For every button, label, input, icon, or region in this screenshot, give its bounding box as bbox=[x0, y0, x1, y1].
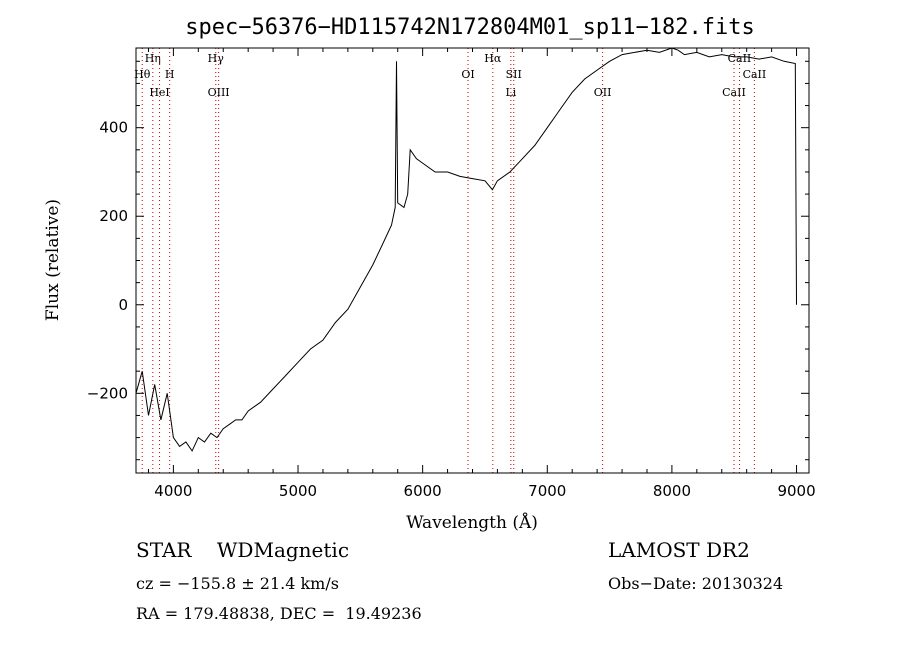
spectral-line-label: OI bbox=[461, 68, 474, 81]
spectrum-line bbox=[135, 47, 797, 452]
x-axis-label: Wavelength (Å) bbox=[406, 512, 538, 533]
redshift-text: cz = −155.8 ± 21.4 km/s bbox=[136, 574, 339, 593]
spectral-line-label: Hθ bbox=[134, 68, 151, 81]
obs-date: Obs−Date: 20130324 bbox=[608, 574, 784, 593]
y-tick-label: 200 bbox=[99, 207, 128, 225]
x-tick-label: 9000 bbox=[777, 482, 815, 500]
x-tick-label: 8000 bbox=[653, 482, 691, 500]
x-tick-label: 5000 bbox=[279, 482, 317, 500]
spectral-line-label: OII bbox=[594, 86, 612, 99]
survey-name: LAMOST DR2 bbox=[608, 538, 750, 562]
plot-frame bbox=[135, 47, 810, 474]
spectral-line-label: CaII bbox=[728, 52, 752, 65]
spectral-line-label: CaII bbox=[722, 86, 746, 99]
x-tick-label: 4000 bbox=[154, 482, 192, 500]
spectral-line-label: Hγ bbox=[208, 52, 225, 65]
spectral-line-label: OIII bbox=[208, 86, 230, 99]
x-tick-label: 7000 bbox=[528, 482, 566, 500]
spectral-line-label: CaII bbox=[743, 68, 767, 81]
x-tick-label: 6000 bbox=[404, 482, 442, 500]
y-tick-label: 0 bbox=[118, 296, 128, 314]
y-tick-label: −200 bbox=[87, 384, 128, 402]
axis-ticks: 4000 5000 6000 7000 8000 9000 −200 0 200 400 bbox=[87, 48, 816, 500]
spectral-line-markers: Hθ Hη HeI H Hγ OIII OI Hα Li SII OII CaII CaII CaII bbox=[134, 48, 766, 473]
y-axis-label: Flux (relative) bbox=[43, 199, 63, 321]
spectral-line-label: Hα bbox=[484, 52, 502, 65]
spectral-line-label: Hη bbox=[145, 52, 161, 65]
chart-title: spec−56376−HD115742N172804M01_sp11−182.f… bbox=[185, 15, 755, 40]
spectral-line-label: HeI bbox=[149, 86, 169, 99]
spectrum-series bbox=[135, 47, 797, 452]
star-type: STAR WDMagnetic bbox=[136, 538, 350, 562]
spectral-line-label: H bbox=[165, 68, 175, 81]
spectral-line-label: Li bbox=[505, 86, 516, 99]
coordinates-text: RA = 179.48838, DEC = 19.49236 bbox=[136, 604, 422, 623]
spectral-line-label: SII bbox=[506, 68, 522, 81]
y-tick-label: 400 bbox=[99, 119, 128, 137]
